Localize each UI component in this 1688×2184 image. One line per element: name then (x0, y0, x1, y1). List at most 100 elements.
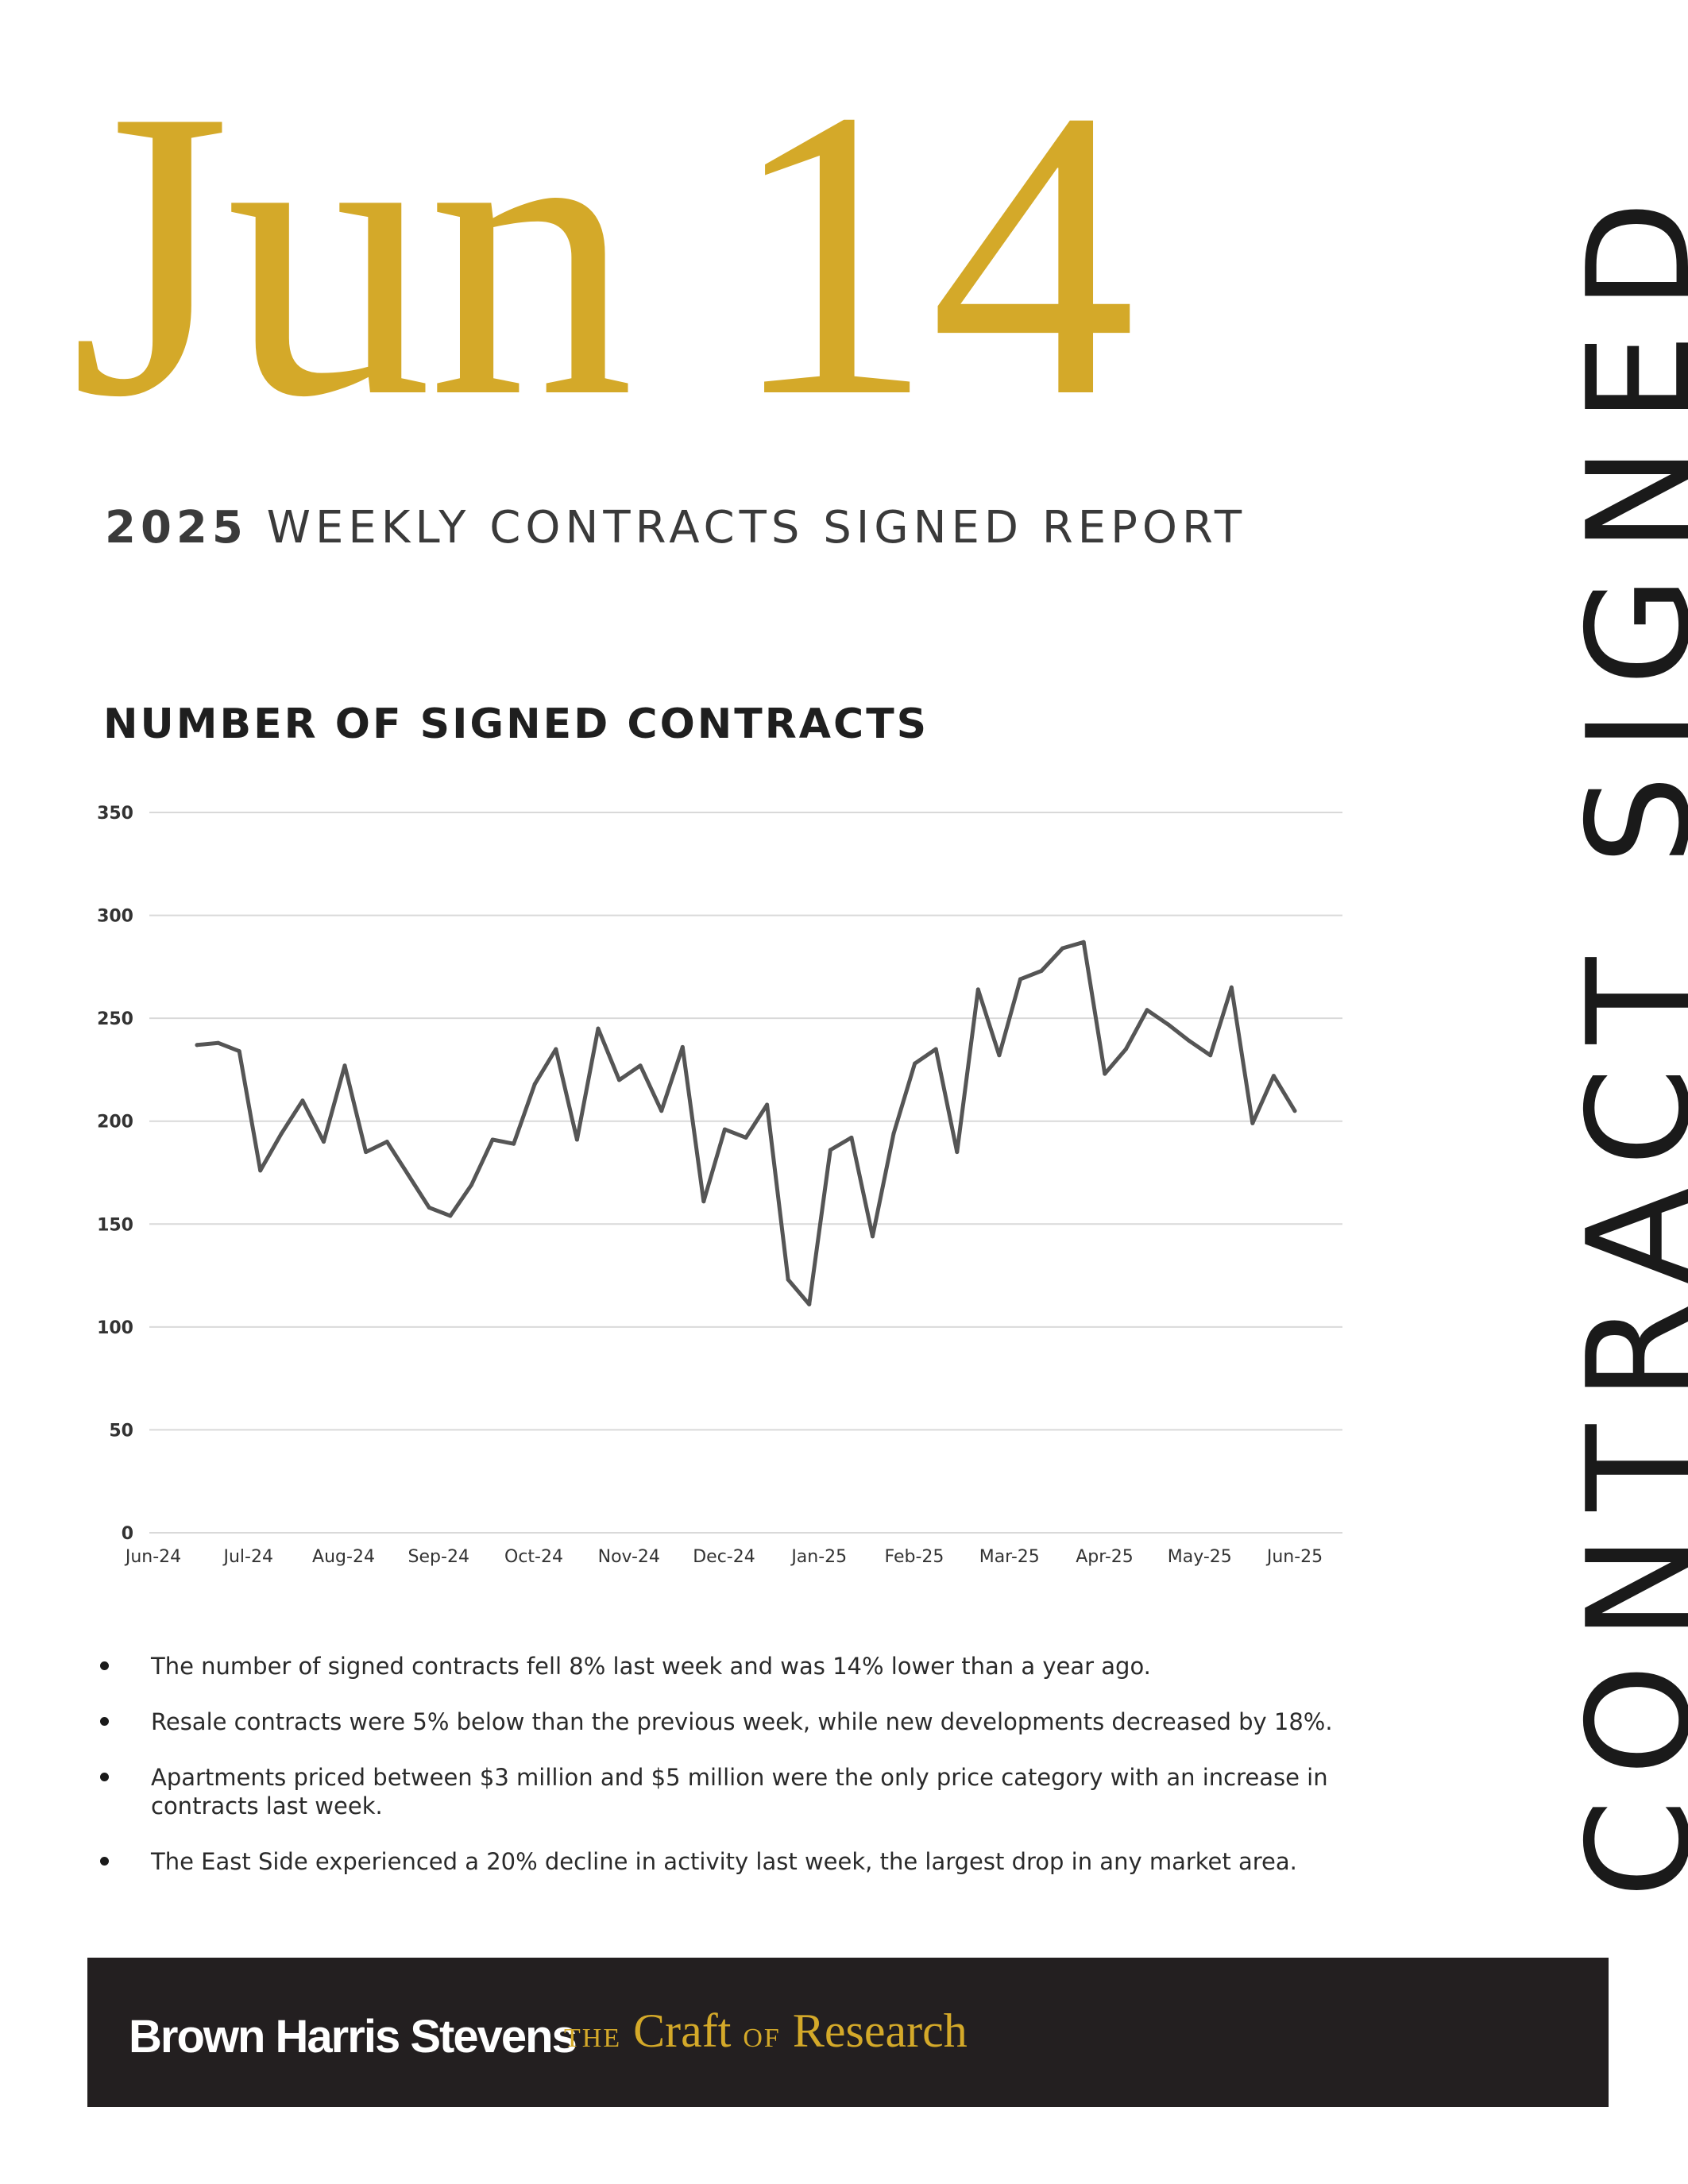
bullet-dot-icon (100, 1857, 109, 1866)
data-point (1271, 1074, 1276, 1078)
bullet-text: Resale contracts were 5% below than the … (151, 1708, 1333, 1735)
data-point (659, 1109, 664, 1113)
bullet-dot-icon (100, 1717, 109, 1726)
summary-bullets: The number of signed contracts fell 8% l… (95, 1652, 1342, 1903)
bullet-dot-icon (100, 1661, 109, 1670)
data-point (1292, 1109, 1297, 1113)
bullet-text: The East Side experienced a 20% decline … (151, 1848, 1297, 1875)
bullet-item: Apartments priced between $3 million and… (95, 1763, 1342, 1820)
data-point (258, 1168, 263, 1173)
data-point (1250, 1121, 1255, 1125)
report-date: Jun 14 (70, 25, 1136, 482)
data-point (342, 1063, 347, 1068)
data-point (364, 1150, 369, 1155)
data-point (701, 1199, 706, 1204)
tagline-craft: Craft (633, 2005, 732, 2057)
data-point (744, 1135, 748, 1140)
data-point (1123, 1047, 1128, 1051)
data-point (490, 1137, 495, 1142)
report-title-text: WEEKLY CONTRACTS SIGNED REPORT (266, 502, 1247, 554)
tagline-research: Research (792, 2005, 968, 2057)
data-point (997, 1053, 1002, 1058)
x-tick-label: Jul-24 (222, 1547, 273, 1567)
y-tick-label: 0 (122, 1524, 133, 1544)
data-point (828, 1148, 832, 1152)
signed-contracts-chart: 0 50 100 150 200 250 300 350 Jun-24 Jul-24 Aug-24 S… (97, 804, 1342, 1567)
x-tick-label: May-25 (1168, 1547, 1232, 1567)
bullet-text: Apartments priced between $3 million and… (151, 1764, 1328, 1819)
data-point (891, 1131, 896, 1136)
data-point (955, 1150, 960, 1155)
data-point (1039, 969, 1044, 974)
x-tick-label: Jun-24 (124, 1547, 181, 1567)
y-tick-label: 350 (97, 804, 133, 824)
data-point (1018, 977, 1022, 982)
data-point (574, 1137, 579, 1142)
data-point (300, 1098, 305, 1103)
data-point (321, 1140, 326, 1144)
report-title: 2025 WEEKLY CONTRACTS SIGNED REPORT (105, 502, 1246, 554)
data-point (849, 1135, 854, 1140)
x-tick-label: Feb-25 (885, 1547, 944, 1567)
y-tick-label: 250 (97, 1009, 133, 1029)
data-point (1229, 985, 1234, 990)
chart-title: NUMBER OF SIGNED CONTRACTS (103, 700, 929, 748)
data-point (469, 1183, 473, 1187)
data-point (1166, 1022, 1171, 1027)
bullet-dot-icon (100, 1773, 109, 1781)
data-point (384, 1140, 389, 1144)
data-point (216, 1040, 221, 1045)
data-point (933, 1047, 938, 1051)
data-point (913, 1061, 917, 1066)
data-point (195, 1043, 199, 1048)
data-point (1187, 1039, 1192, 1044)
series-line (195, 940, 1297, 1306)
brand-tagline: THE Craft OF Research (564, 2004, 968, 2059)
footer-bar: Brown Harris Stevens THE Craft OF Resear… (87, 1958, 1609, 2107)
data-point (427, 1206, 431, 1210)
bullet-item: The East Side experienced a 20% decline … (95, 1847, 1342, 1876)
report-year: 2025 (105, 502, 248, 554)
x-tick-label: Sep-24 (408, 1547, 469, 1567)
tagline-the: THE (564, 2024, 622, 2053)
data-point (617, 1078, 622, 1082)
x-tick-label: Jan-25 (790, 1547, 847, 1567)
x-tick-label: Mar-25 (979, 1547, 1040, 1567)
data-point (786, 1277, 790, 1282)
brand-logo: Brown Harris Stevens (129, 2011, 577, 2062)
bullet-item: The number of signed contracts fell 8% l… (95, 1652, 1342, 1680)
data-point (237, 1049, 241, 1054)
data-point (1060, 946, 1065, 951)
data-point (638, 1063, 643, 1068)
x-tick-label: Jun-25 (1265, 1547, 1323, 1567)
x-tick-label: Oct-24 (504, 1547, 563, 1567)
data-point (722, 1127, 727, 1132)
y-tick-label: 150 (97, 1215, 133, 1235)
data-point (1081, 940, 1086, 944)
tagline-of: OF (743, 2024, 781, 2053)
x-tick-label: Aug-24 (312, 1547, 375, 1567)
data-point (1103, 1071, 1107, 1076)
x-tick-label: Apr-25 (1076, 1547, 1134, 1567)
y-tick-label: 200 (97, 1113, 133, 1133)
bullet-text: The number of signed contracts fell 8% l… (151, 1653, 1151, 1680)
y-tick-label: 300 (97, 907, 133, 927)
data-point (532, 1082, 537, 1086)
data-point (406, 1172, 411, 1177)
data-point (448, 1214, 453, 1218)
y-tick-label: 50 (109, 1421, 133, 1441)
data-point (807, 1302, 812, 1306)
data-point (1208, 1053, 1213, 1058)
data-point (765, 1102, 770, 1107)
x-tick-label: Nov-24 (598, 1547, 660, 1567)
data-point (1145, 1008, 1149, 1013)
data-point (554, 1047, 558, 1051)
data-point (279, 1131, 284, 1136)
y-tick-label: 100 (97, 1318, 133, 1338)
data-point (512, 1141, 516, 1146)
data-point (596, 1026, 601, 1031)
data-point (975, 987, 980, 992)
x-tick-label: Dec-24 (693, 1547, 755, 1567)
bullet-item: Resale contracts were 5% below than the … (95, 1707, 1342, 1736)
data-point (870, 1234, 875, 1239)
